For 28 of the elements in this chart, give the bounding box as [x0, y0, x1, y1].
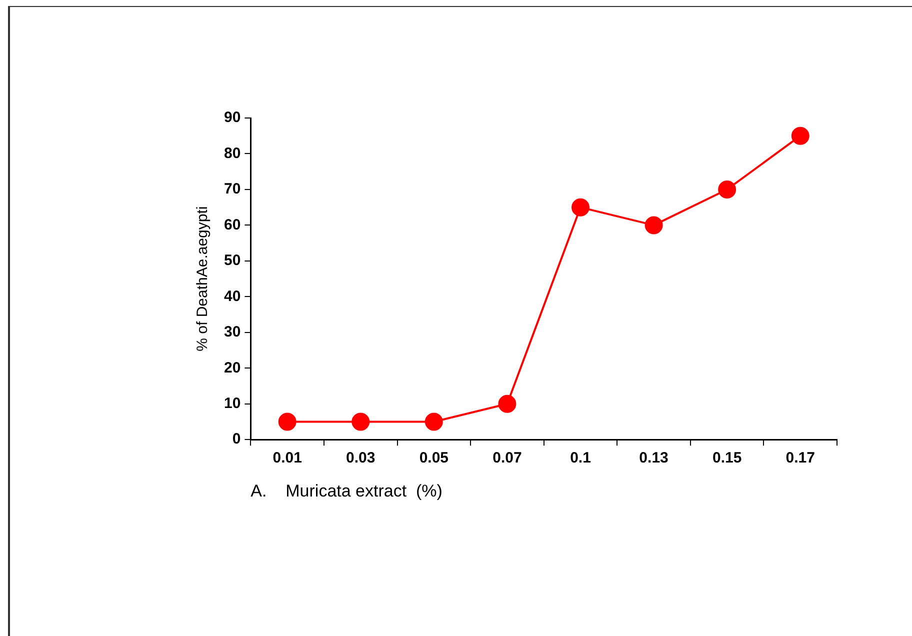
x-tick-label: 0.05	[419, 450, 449, 467]
point	[352, 412, 370, 431]
x-tick-label: 0.1	[570, 450, 591, 467]
y-axis-title: % of DeathAe.aegypti	[194, 206, 212, 352]
y-tick-label: 20	[224, 359, 241, 376]
x-tick-label: 0.03	[346, 450, 376, 467]
y-tick-label: 60	[224, 216, 241, 234]
x-tick-label: 0.01	[272, 450, 302, 467]
point	[424, 412, 443, 431]
x-tick-label: 0.13	[639, 450, 668, 467]
point	[571, 198, 590, 216]
x-axis-title: A. Muricata extract (%)	[250, 481, 442, 500]
x-tick-label: 0.07	[492, 450, 522, 467]
x-tick-label: 0.15	[712, 450, 742, 467]
point	[644, 216, 663, 234]
y-tick-label: 40	[224, 288, 241, 305]
point	[498, 394, 516, 413]
x-tick-label: 0.17	[786, 450, 815, 467]
point	[718, 180, 736, 198]
y-tick-label: 30	[224, 324, 241, 341]
point	[791, 126, 810, 145]
point	[278, 412, 296, 431]
y-tick-label: 80	[224, 144, 241, 162]
y-tick-label: 50	[224, 252, 241, 270]
y-tick-label: 10	[224, 395, 241, 412]
y-tick-label: 0	[232, 430, 241, 448]
y-tick-label: 90	[224, 109, 241, 126]
y-tick-label: 70	[224, 180, 241, 198]
